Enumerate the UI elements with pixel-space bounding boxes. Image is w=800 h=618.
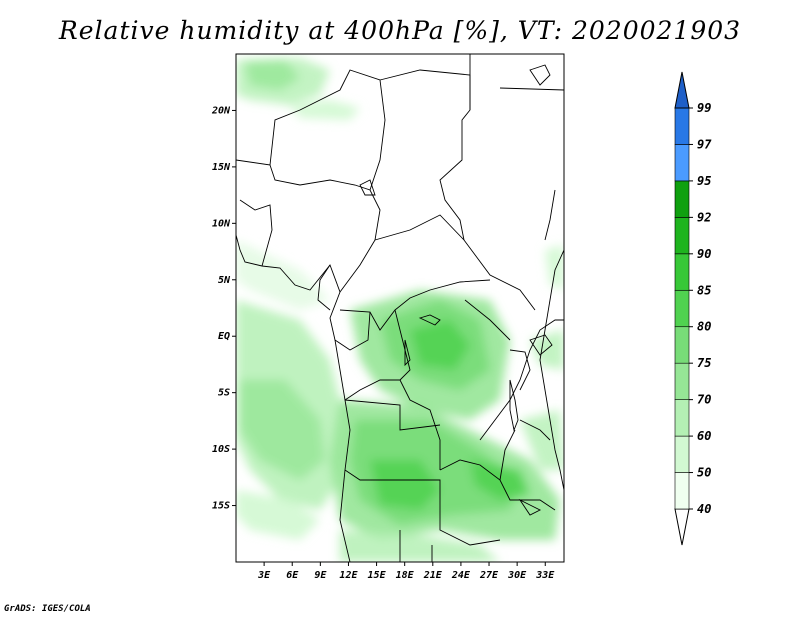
colorbar-segment bbox=[674, 399, 690, 437]
colorbar-segment bbox=[674, 144, 690, 182]
colorbar-segment bbox=[674, 253, 690, 291]
lon-tick-label: 27E bbox=[479, 570, 499, 581]
grads-credit: GrADS: IGES/COLA bbox=[4, 604, 91, 614]
humidity-field bbox=[236, 58, 564, 562]
colorbar-label: 97 bbox=[697, 137, 712, 151]
map-title: Relative humidity at 400hPa [%], VT: 202… bbox=[58, 16, 742, 45]
colorbar-label: 80 bbox=[697, 320, 711, 334]
latitude-axis: 20N 15N 10N 5N EQ 5S 10S 15S bbox=[211, 105, 236, 512]
colorbar-segment bbox=[674, 362, 690, 400]
colorbar-label: 92 bbox=[697, 210, 711, 224]
lat-tick-label: 15N bbox=[212, 162, 231, 173]
colorbar-label: 60 bbox=[697, 429, 711, 443]
lat-tick-label: EQ bbox=[218, 331, 230, 342]
lon-tick-label: 6E bbox=[286, 570, 299, 581]
colorbar-label: 70 bbox=[697, 393, 711, 407]
lat-tick-label: 15S bbox=[212, 501, 230, 512]
colorbar-label: 90 bbox=[697, 247, 711, 261]
lat-tick-label: 10S bbox=[212, 444, 230, 455]
lat-tick-label: 20N bbox=[211, 105, 231, 116]
colorbar-label: 75 bbox=[697, 356, 711, 370]
longitude-axis: 3E 6E 9E 12E 15E 18E 21E 24E 27E 30E 33E bbox=[257, 562, 555, 581]
country-boundaries bbox=[236, 54, 564, 562]
colorbar-label: 85 bbox=[697, 283, 711, 297]
colorbar: 40 50 60 70 75 80 85 90 92 95 97 99 bbox=[674, 71, 712, 546]
lon-tick-label: 3E bbox=[257, 570, 271, 581]
lon-tick-label: 21E bbox=[423, 570, 443, 581]
lat-tick-label: 5S bbox=[218, 388, 230, 399]
colorbar-segment bbox=[674, 107, 690, 145]
lat-tick-label: 5N bbox=[218, 275, 231, 286]
lon-tick-label: 33E bbox=[535, 570, 555, 581]
colorbar-label: 95 bbox=[697, 174, 711, 188]
lon-tick-label: 15E bbox=[368, 570, 387, 581]
lon-tick-label: 18E bbox=[396, 570, 415, 581]
lon-tick-label: 30E bbox=[507, 570, 527, 581]
colorbar-segment bbox=[674, 289, 690, 328]
lon-tick-label: 24E bbox=[451, 570, 471, 581]
colorbar-segment bbox=[674, 472, 690, 510]
colorbar-segment bbox=[674, 180, 690, 218]
lat-tick-label: 10N bbox=[212, 218, 231, 229]
colorbar-upper-triangle bbox=[674, 71, 690, 109]
colorbar-segment bbox=[674, 435, 690, 473]
colorbar-segment bbox=[674, 217, 690, 255]
colorbar-label: 50 bbox=[697, 466, 711, 480]
colorbar-label: 40 bbox=[697, 502, 711, 516]
map-frame bbox=[235, 53, 565, 563]
lon-tick-label: 9E bbox=[314, 570, 327, 581]
colorbar-lower-triangle bbox=[674, 508, 690, 546]
colorbar-label: 99 bbox=[697, 101, 711, 115]
lon-tick-label: 12E bbox=[339, 570, 358, 581]
colorbar-segment bbox=[674, 326, 690, 364]
